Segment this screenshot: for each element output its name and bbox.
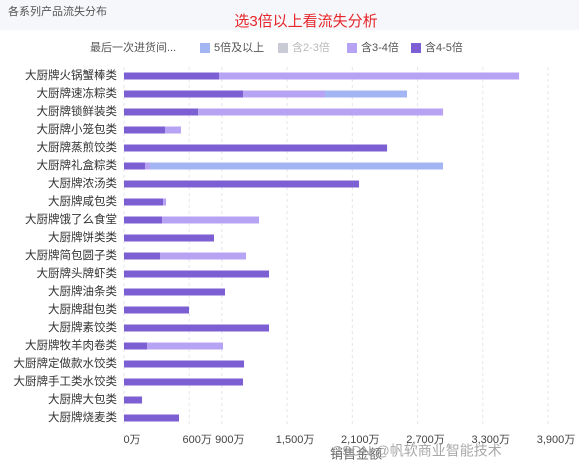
y-tick-label: 大厨牌烧麦类 xyxy=(48,410,117,424)
x-axis-title: 销售金额 xyxy=(330,446,382,461)
bar-segment xyxy=(124,72,220,80)
x-tick-label: 600万 xyxy=(183,434,212,446)
bar-segment xyxy=(124,324,270,332)
x-tick-label: 0万 xyxy=(123,434,140,446)
bar-segment xyxy=(124,270,270,278)
panel-title: 各系列产品流失分布 xyxy=(8,4,107,18)
x-tick-label: 3,300万 xyxy=(472,434,511,446)
y-tick-label: 大厨牌简包圆子类 xyxy=(25,248,117,262)
y-tick-label: 大厨牌手工类水饺类 xyxy=(14,374,118,388)
y-tick-label: 大厨牌小笼包类 xyxy=(37,122,118,136)
legend-label: 含2-3倍 xyxy=(292,40,330,54)
x-tick-label: 900万 xyxy=(215,434,244,446)
y-tick-label: 大厨牌饼类类 xyxy=(48,230,117,244)
bar-segment xyxy=(243,90,326,98)
y-tick-label: 大厨牌蒸煎饺类 xyxy=(37,140,118,154)
y-tick-label: 大厨牌牧羊肉卷类 xyxy=(25,338,117,352)
bar-segment xyxy=(124,216,163,224)
bar-segment xyxy=(124,180,360,188)
bar-segment xyxy=(124,306,190,314)
bar-segment xyxy=(163,198,167,206)
bar-segment xyxy=(124,288,225,296)
legend-title: 最后一次进货间... xyxy=(90,40,176,54)
legend-label: 含4-5倍 xyxy=(425,40,463,54)
bar-segment xyxy=(219,72,520,80)
x-tick-label: 1,500万 xyxy=(276,434,315,446)
bar-segment xyxy=(124,342,148,350)
legend-label: 5倍及以上 xyxy=(214,40,264,54)
bar-segment xyxy=(124,252,160,260)
legend-swatch xyxy=(200,43,210,53)
y-tick-label: 大厨牌大包类 xyxy=(48,392,117,406)
bar-segment xyxy=(159,252,246,260)
y-tick-label: 大厨牌浓汤类 xyxy=(48,176,117,190)
bar-segment xyxy=(124,144,388,152)
bar-segment xyxy=(164,126,181,134)
bar-segment xyxy=(147,342,224,350)
bar-segment xyxy=(124,234,215,242)
x-tick-label: 2,100万 xyxy=(341,434,380,446)
bar-segment xyxy=(162,216,260,224)
bar-segment xyxy=(124,198,164,206)
bar-segment xyxy=(149,162,443,170)
legend-swatch xyxy=(411,43,421,53)
bar-segment xyxy=(124,108,199,116)
y-tick-label: 大厨牌火锅蟹棒类 xyxy=(25,68,117,82)
legend-swatch xyxy=(347,43,357,53)
chart-title: 选3倍以上看流失分析 xyxy=(234,13,377,30)
bar-segment xyxy=(124,414,180,422)
y-tick-label: 大厨牌头牌虾类 xyxy=(37,266,118,280)
y-tick-label: 大厨牌锁鲜装类 xyxy=(37,104,118,118)
y-tick-label: 大厨牌定做款水饺类 xyxy=(14,356,118,370)
header-strip xyxy=(0,0,579,30)
bar-segment xyxy=(124,360,245,368)
y-tick-label: 大厨牌咸包类 xyxy=(48,194,117,208)
bar-segment xyxy=(124,162,145,170)
y-tick-label: 大厨牌礼盒粽类 xyxy=(37,158,118,172)
bar-segment xyxy=(124,378,244,386)
legend-label: 含3-4倍 xyxy=(361,40,399,54)
y-tick-label: 大厨牌甜包类 xyxy=(48,302,117,316)
y-tick-label: 大厨牌速冻粽类 xyxy=(37,86,118,100)
bar-segment xyxy=(198,108,444,116)
y-tick-label: 大厨牌油条类 xyxy=(48,284,117,298)
y-tick-label: 大厨牌饿了么食堂 xyxy=(25,212,117,226)
bar-segment xyxy=(144,162,150,170)
legend-swatch xyxy=(278,43,288,53)
x-tick-label: 2,700万 xyxy=(406,434,445,446)
bar-segment xyxy=(124,90,244,98)
bar-segment xyxy=(124,126,165,134)
watermark: CSDN @帆软商业智能技术 xyxy=(332,443,502,459)
bar-segment xyxy=(124,396,143,404)
y-tick-label: 大厨牌素饺类 xyxy=(48,320,117,334)
x-tick-label: 3,900万 xyxy=(537,434,576,446)
bar-segment xyxy=(325,90,407,98)
